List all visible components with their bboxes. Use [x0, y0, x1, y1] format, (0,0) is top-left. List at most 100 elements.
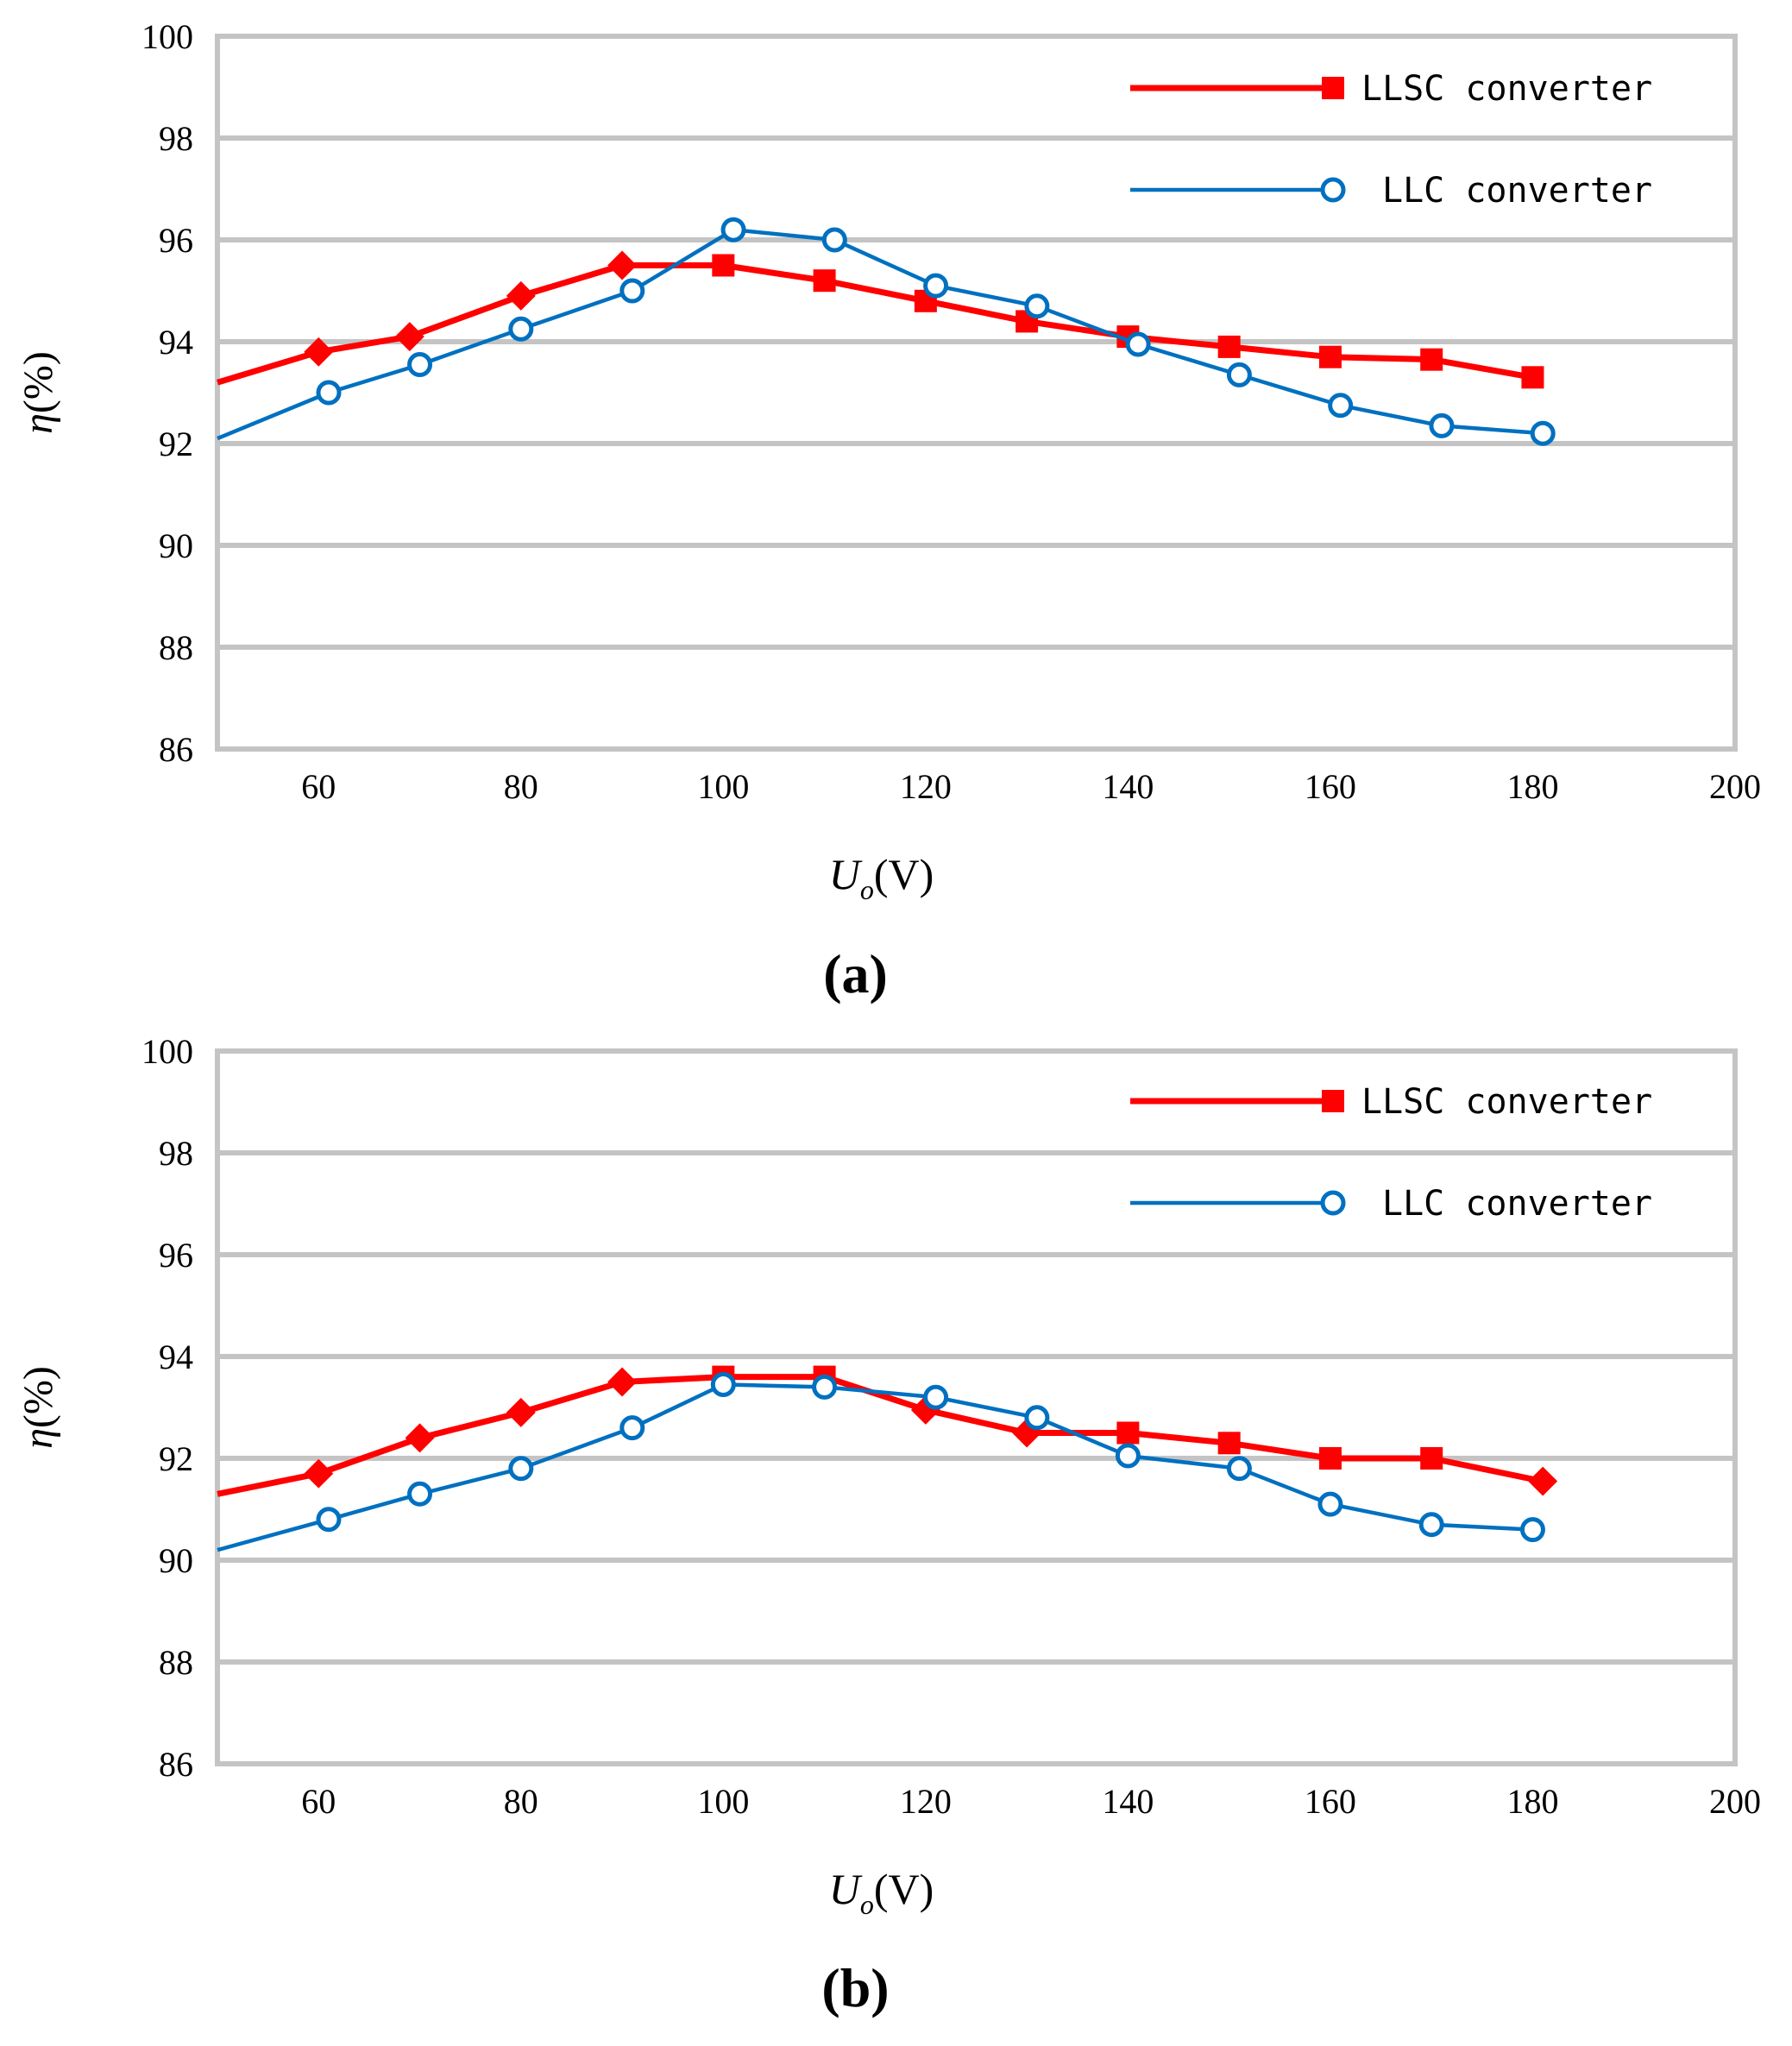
x-tick-label: 200	[1709, 1782, 1761, 1821]
data-point-llc	[1024, 293, 1050, 319]
data-point-llc	[1530, 420, 1556, 446]
x-tick-label: 80	[504, 767, 538, 806]
x-tick-label: 120	[900, 767, 952, 806]
x-tick-label: 200	[1709, 767, 1761, 806]
x-tick-label: 180	[1506, 1782, 1558, 1821]
x-tick-label: 60	[301, 1782, 336, 1821]
legend-marker-llsc	[1322, 77, 1344, 99]
legend: LLSC converter LLC converter	[1130, 69, 1652, 211]
data-point-llc	[1115, 1443, 1141, 1469]
series-line-llc	[217, 227, 1544, 441]
x-axis-label: Uo(V)	[829, 850, 934, 905]
series-llsc	[216, 250, 1544, 389]
data-point-llc	[619, 278, 645, 304]
legend-marker-llc	[1320, 177, 1346, 203]
y-tick-label: 96	[159, 1236, 193, 1275]
data-point-llsc	[304, 1458, 334, 1489]
data-point-llc	[407, 352, 433, 378]
data-point-llc	[508, 316, 534, 342]
legend: LLSC converter LLC converter	[1130, 1082, 1652, 1224]
data-point-llsc	[506, 280, 536, 311]
y-tick-label: 90	[159, 526, 193, 565]
series-llc	[217, 1371, 1545, 1552]
x-axis-label: Uo(V)	[829, 1865, 934, 1920]
data-point-llc	[407, 1481, 433, 1507]
y-axis-label: η(%)	[16, 1366, 61, 1449]
data-point-llsc	[607, 250, 638, 280]
y-tick-label: 98	[159, 1134, 193, 1173]
data-point-llc	[1226, 362, 1252, 387]
y-tick-label: 92	[159, 425, 193, 463]
data-point-llc	[710, 1371, 736, 1397]
legend-label-llsc: LLSC converter	[1361, 1082, 1652, 1122]
data-point-llsc	[1116, 1421, 1140, 1445]
data-point-llc	[508, 1456, 534, 1482]
data-point-llc	[923, 1384, 949, 1410]
data-point-llc	[821, 227, 847, 253]
y-axis-label: η(%)	[16, 351, 61, 434]
data-point-llc	[316, 380, 342, 406]
data-point-llsc	[1521, 366, 1544, 389]
y-tick-label: 92	[159, 1439, 193, 1478]
data-point-llsc	[607, 1367, 638, 1397]
y-tick-label: 100	[141, 1032, 193, 1071]
series-line-llc	[217, 1382, 1533, 1552]
legend-label-llsc: LLSC converter	[1361, 69, 1652, 109]
data-point-llsc	[1420, 348, 1443, 371]
data-point-llc	[1125, 331, 1151, 357]
y-tick-label: 94	[159, 323, 193, 362]
data-point-llsc	[1420, 1447, 1443, 1470]
plot-frame	[215, 1048, 1738, 1766]
data-point-llc	[1317, 1491, 1343, 1517]
y-tick-label: 88	[159, 1643, 193, 1682]
y-tick-label: 96	[159, 221, 193, 260]
legend-marker-llc	[1320, 1190, 1346, 1216]
data-point-llc	[316, 1507, 342, 1533]
data-point-llc	[812, 1374, 838, 1400]
data-point-llsc	[1528, 1466, 1558, 1496]
data-point-llsc	[506, 1397, 536, 1427]
legend-label-llc: LLC converter	[1382, 171, 1652, 211]
data-point-llsc	[304, 337, 334, 367]
x-tick-label: 60	[301, 767, 336, 806]
x-tick-label: 140	[1102, 767, 1154, 806]
x-tick-label: 100	[697, 1782, 749, 1821]
data-point-llsc	[1217, 1432, 1241, 1455]
y-tick-label: 98	[159, 119, 193, 158]
y-tick-label: 86	[159, 1745, 193, 1784]
legend-marker-llsc	[1322, 1090, 1344, 1112]
x-tick-label: 180	[1506, 767, 1558, 806]
data-point-llc	[1328, 393, 1354, 419]
data-point-llc	[619, 1415, 645, 1441]
x-tick-label: 100	[697, 767, 749, 806]
series-llc	[217, 217, 1556, 446]
y-tick-label: 86	[159, 730, 193, 769]
y-tick-label: 100	[141, 17, 193, 56]
series-llsc	[217, 1365, 1558, 1497]
panel-label: (b)	[821, 1957, 889, 2018]
x-tick-label: 140	[1102, 1782, 1154, 1821]
chart-panel-a: 86 88 90 92 94 96 98 100 60 80 100 120 140 160 180 200 U…	[16, 17, 1761, 1004]
data-point-llc	[1418, 1512, 1444, 1538]
data-point-llsc	[1217, 335, 1241, 358]
x-tick-label: 80	[504, 1782, 538, 1821]
data-point-llsc	[394, 322, 424, 352]
x-tick-label: 120	[900, 1782, 952, 1821]
data-point-llc	[1024, 1405, 1050, 1431]
y-tick-label: 90	[159, 1541, 193, 1580]
x-tick-label: 160	[1305, 1782, 1356, 1821]
y-tick-label: 88	[159, 628, 193, 667]
x-tick-label: 160	[1305, 767, 1356, 806]
data-point-llc	[1226, 1456, 1252, 1482]
data-point-llc	[923, 273, 949, 299]
data-point-llsc	[1318, 1447, 1342, 1470]
data-point-llc	[720, 217, 746, 242]
chart-panel-b: 86 88 90 92 94 96 98 100 60 80 100 120 140 160 180 200 U…	[16, 1032, 1761, 2018]
data-point-llc	[1519, 1517, 1545, 1543]
data-point-llsc	[813, 269, 836, 293]
panel-label: (a)	[823, 943, 888, 1004]
data-point-llc	[1429, 412, 1455, 438]
legend-label-llc: LLC converter	[1382, 1184, 1652, 1224]
data-point-llsc	[712, 254, 735, 277]
